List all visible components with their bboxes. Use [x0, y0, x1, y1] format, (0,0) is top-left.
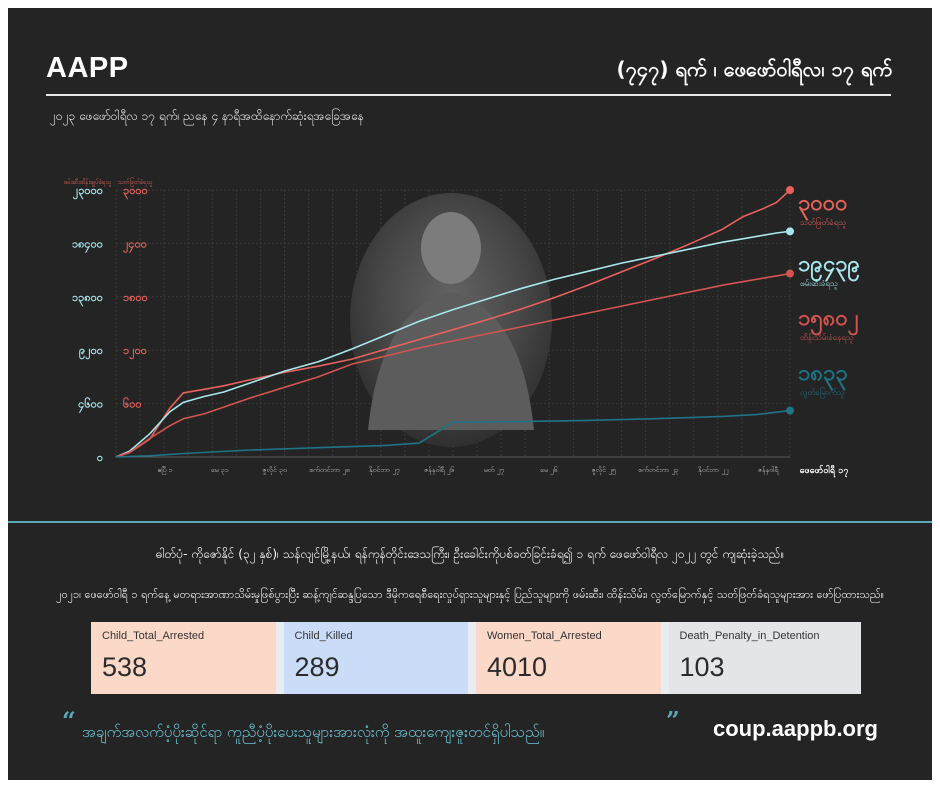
series-line — [115, 409, 791, 458]
card-separator — [275, 622, 284, 694]
stat-card-child-arrested: Child_Total_Arrested 538 — [91, 622, 284, 694]
series-end-marker — [786, 269, 794, 278]
left-tick-label: ၂၃၀၀၀ — [73, 184, 103, 200]
photo-caption: ဓါတ်ပုံ- ကိုဇော်နိုင် (၃၂ နှစ်)၊ သန်လျင်… — [155, 547, 785, 561]
series-end-marker — [786, 406, 794, 415]
x-tick-label: မတ် ၂၇ — [484, 466, 504, 475]
stat-value: 538 — [102, 652, 148, 682]
x-tick-label: ဇူလိုင် ၃၀ — [262, 466, 287, 475]
x-end-label: ဖေဖော်ဝါရီ ၁၇ — [800, 465, 849, 478]
series-layer — [115, 186, 794, 458]
left-tick-label: ၀ — [97, 451, 103, 464]
series-name-label: သတ်ဖြတ်ခံရသူ — [800, 217, 846, 229]
series-end-value: ၁၈၃၃ — [798, 361, 848, 391]
x-tick-label: စက်တင်ဘာ ၂၃ — [638, 466, 679, 475]
stat-card-women-arrested: Women_Total_Arrested 4010 — [476, 622, 669, 694]
right-tick-label: ၆၀၀ — [123, 398, 142, 411]
website-link[interactable]: coup.aappb.org — [713, 716, 878, 741]
series-end-marker — [786, 186, 794, 194]
stat-label: Women_Total_Arrested — [487, 630, 602, 642]
series-name-label: ထိန်းသိမ်းခံနေရသူ — [800, 332, 854, 344]
close-quote-icon: ” — [666, 706, 680, 735]
x-tick-label: ဧပြီ ၁ — [157, 466, 172, 475]
header-rule — [46, 94, 891, 96]
right-tick-label: ၁၈၀၀ — [123, 291, 148, 304]
left-tick-label: ၁၃၈၀၀ — [72, 291, 103, 307]
stat-value: 103 — [679, 652, 725, 682]
open-quote-icon: “ — [62, 706, 76, 735]
series-end-value: ၁၅၈၀၂ — [798, 306, 859, 336]
series-end-value: ၁၉၄၃၉ — [798, 252, 860, 282]
right-axis-title: သတ်ဖြတ်ခံရသူ — [118, 177, 153, 187]
left-tick-label: ၁၈၄၀၀ — [72, 237, 103, 253]
x-tick-label: ဇန်နဝါရီ — [758, 466, 780, 475]
org-logo-text: AAPP — [46, 52, 129, 84]
right-tick-label: ၃၀၀၀ — [123, 184, 148, 200]
stat-value: 289 — [294, 652, 340, 682]
stat-cards: Child_Total_Arrested 538 Child_Killed 28… — [91, 622, 861, 694]
left-tick-label: ၄၆၀၀ — [78, 398, 103, 414]
stat-label: Death_Penalty_in_Detention — [679, 630, 820, 642]
x-tick-label: စက်တင်ဘာ ၂၈ — [309, 466, 350, 475]
stat-card-death-penalty: Death_Penalty_in_Detention 103 — [668, 622, 861, 694]
acknowledgement-text: အချက်အလက်ပံ့ပိုးဆိုင်ရာ ကူညီပံ့ပိုးပေးသူ… — [82, 723, 545, 741]
right-tick-label: ၂၄၀၀ — [123, 237, 147, 253]
series-line — [115, 272, 791, 458]
portrait-head — [421, 212, 481, 284]
x-tick-label: နိုဝင်ဘာ ၂၂ — [698, 466, 728, 475]
x-tick-label: ဇန်နဝါရီ ၂၆ — [424, 466, 454, 475]
x-tick-label: မေ ၂၆ — [540, 466, 557, 475]
series-name-label: ဖမ်းဆီးခံရသူ — [800, 278, 838, 290]
series-end-value: ၃၀၀၀ — [798, 191, 848, 221]
x-tick-label: မေ ၃၁ — [211, 466, 229, 475]
section-divider — [8, 521, 932, 523]
series-end-marker — [786, 227, 794, 236]
left-tick-label: ၉၂၀၀ — [79, 344, 103, 360]
end-labels-layer: ၃၀၀၀သတ်ဖြတ်ခံရသူ၁၉၄၃၉ဖမ်းဆီးခံရသူ၁၅၈၀၂ထိ… — [798, 191, 860, 399]
report-description: ၂၀၂၁၊ ဖေဖော်ဝါရီ ၁ ရက်နေ့ မတရားအာဏာသိမ်း… — [56, 588, 884, 601]
portrait-photo — [350, 193, 552, 447]
axis-text-layer: ဖမ်းဆီးထိန်းချုပ်ခံရသူ သတ်ဖြတ်ခံရသူ၂၃၀၀၀၁… — [64, 177, 848, 478]
x-tick-label: နိုဝင်ဘာ ၂၇ — [369, 466, 400, 475]
x-tick-label: ဇူလိုင် ၂၅ — [591, 466, 615, 475]
right-tick-label: ၁၂၀၀ — [123, 344, 147, 360]
report-subtitle: ၂၀၂၃ ဖေဖော်ဝါရီလ ၁၇ ရက်၊ ညနေ ၄ နာရီအထိနေ… — [50, 109, 364, 123]
stat-label: Child_Killed — [294, 630, 353, 642]
card-separator — [468, 622, 476, 694]
stat-label: Child_Total_Arrested — [102, 630, 205, 642]
days-date-heading: (၇၄၇) ရက် ၊ ဖေဖော်ဝါရီလ၊ ၁၇ ရက် — [616, 57, 893, 81]
series-line — [115, 189, 791, 458]
series-line — [115, 230, 791, 458]
stat-value: 4010 — [487, 652, 548, 682]
cumulative-chart: ဖမ်းဆီးထိန်းချုပ်ခံရသူ သတ်ဖြတ်ခံရသူ၂၃၀၀၀၁… — [64, 177, 860, 478]
portrait-body — [368, 292, 534, 430]
left-axis-title: ဖမ်းဆီးထိန်းချုပ်ခံရသူ — [64, 178, 112, 187]
series-name-label: လွတ်မြောက်သူ — [800, 387, 845, 399]
card-separator — [660, 622, 669, 694]
stat-card-child-killed: Child_Killed 289 — [283, 622, 476, 694]
